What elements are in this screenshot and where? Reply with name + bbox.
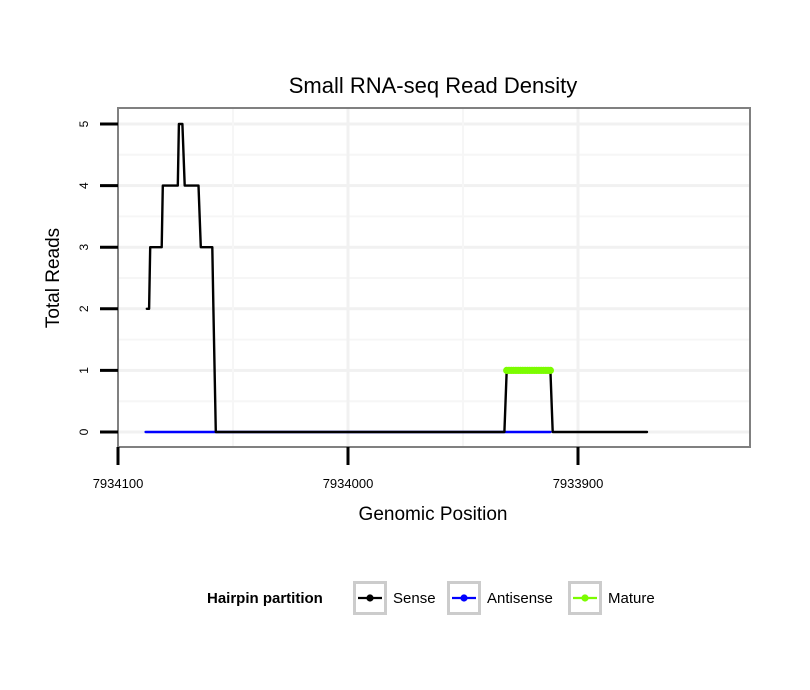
y-axis-label: Total Reads [43,228,64,328]
plot-border [117,107,751,448]
legend-label-antisense: Antisense [487,590,553,607]
series-markers [503,366,555,374]
legend: Hairpin partition Sense Antisense Mature [207,581,655,615]
y-tick-label: 0 [77,428,91,435]
legend-key-point [366,594,374,602]
x-axis-label: Genomic Position [359,504,508,525]
legend-title: Hairpin partition [207,590,323,607]
series-line-sense [145,122,649,434]
y-tick-label: 4 [77,182,91,189]
x-tick-label: 7933900 [553,476,604,491]
legend-label-mature: Mature [608,590,655,607]
legend-label-sense: Sense [393,590,436,607]
y-axis: 0 1 2 3 4 5 [77,120,118,435]
grid-lines [118,108,750,447]
y-tick-label: 2 [77,305,91,312]
y-tick-label: 5 [77,120,91,127]
x-tick-label: 7934100 [93,476,144,491]
data-point [546,366,555,374]
chart-title: Small RNA-seq Read Density [289,73,578,98]
x-axis: 7934100 7934000 7933900 [93,447,604,491]
legend-key-point [581,594,589,602]
legend-key-point [460,594,468,602]
y-tick-label: 3 [77,244,91,251]
x-tick-label: 7934000 [323,476,374,491]
y-tick-label: 1 [77,367,91,374]
